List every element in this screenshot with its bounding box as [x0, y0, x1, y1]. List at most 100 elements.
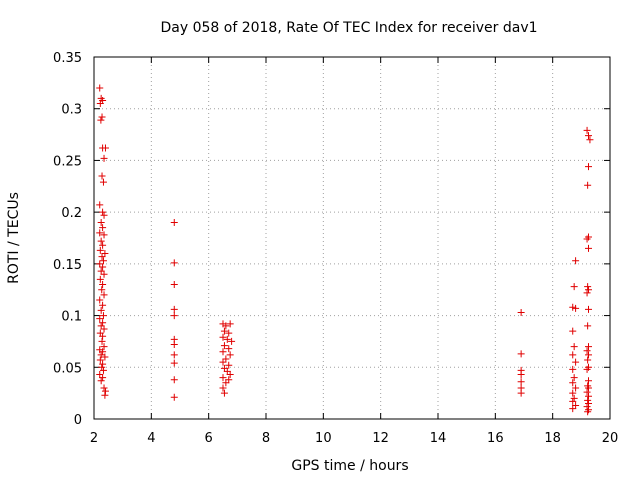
- data-point: [585, 132, 592, 140]
- data-point: [99, 301, 107, 309]
- data-point: [572, 358, 580, 366]
- data-point: [97, 218, 105, 226]
- data-point: [222, 379, 230, 387]
- y-tick-label: 0.2: [61, 206, 82, 221]
- data-point: [96, 246, 104, 254]
- x-tick-label: 10: [315, 431, 332, 446]
- data-point: [585, 163, 592, 171]
- data-point: [569, 327, 577, 335]
- data-point: [572, 257, 580, 265]
- data-point: [220, 364, 228, 372]
- y-tick-label: 0: [74, 413, 82, 428]
- data-point: [101, 391, 109, 399]
- data-point: [585, 286, 592, 294]
- data-point: [586, 136, 594, 144]
- data-point: [585, 305, 592, 313]
- data-point: [220, 342, 228, 350]
- data-point: [219, 358, 227, 366]
- data-point: [225, 345, 233, 353]
- data-point: [225, 361, 233, 369]
- data-point: [98, 337, 106, 345]
- data-point: [96, 84, 104, 92]
- data-point: [170, 305, 178, 313]
- data-point: [170, 312, 178, 320]
- y-tick-label: 0.05: [53, 361, 82, 376]
- data-point: [569, 379, 577, 387]
- data-point: [219, 333, 227, 341]
- x-tick-label: 4: [147, 431, 155, 446]
- data-point: [101, 144, 109, 152]
- data-point: [569, 397, 577, 405]
- data-point: [99, 366, 107, 374]
- data-point: [100, 384, 108, 392]
- x-tick-label: 2: [90, 431, 98, 446]
- data-point: [170, 259, 178, 267]
- data-point: [97, 116, 105, 124]
- data-point: [219, 348, 227, 356]
- data-point: [99, 312, 107, 320]
- data-point: [100, 325, 108, 333]
- data-point: [96, 100, 104, 108]
- data-point: [97, 306, 105, 314]
- x-tick-labels: 2 4 6 8 10 12 14 16 18 20: [90, 431, 618, 446]
- data-point: [584, 322, 592, 330]
- data-point: [569, 303, 577, 311]
- data-point: [170, 218, 178, 226]
- data-point: [569, 365, 577, 373]
- data-point: [583, 289, 591, 297]
- data-point: [170, 341, 178, 349]
- data-point: [170, 393, 178, 401]
- data-point: [99, 224, 107, 232]
- data-point: [97, 267, 105, 275]
- data-point: [223, 335, 231, 343]
- y-tick-label: 0.3: [61, 103, 82, 118]
- data-point: [96, 371, 104, 379]
- data-point: [570, 343, 578, 351]
- data-point: [572, 304, 580, 312]
- data-point: [99, 257, 107, 265]
- x-tick-label: 18: [544, 431, 561, 446]
- y-tick-label: 0.25: [53, 154, 82, 169]
- data-point: [99, 208, 107, 216]
- data-point: [219, 384, 227, 392]
- data-point: [570, 374, 578, 382]
- y-tick-label: 0.1: [61, 310, 82, 325]
- data-point: [226, 371, 234, 379]
- data-point: [585, 343, 592, 351]
- data-point: [100, 270, 108, 278]
- data-point: [96, 260, 104, 268]
- data-point: [96, 315, 104, 323]
- data-point: [226, 351, 234, 359]
- data-point: [170, 376, 178, 384]
- data-point: [584, 408, 592, 416]
- x-tick-label: 12: [372, 431, 389, 446]
- data-point: [583, 388, 591, 396]
- chart-title: Day 058 of 2018, Rate Of TEC Index for r…: [160, 20, 537, 36]
- data-point: [98, 172, 106, 180]
- data-point: [99, 319, 107, 327]
- data-points: [96, 84, 594, 416]
- data-point: [99, 281, 107, 289]
- data-point: [100, 211, 108, 219]
- y-tick-label: 0.35: [53, 51, 82, 66]
- data-point: [517, 350, 525, 358]
- y-tick-labels: 0 0.05 0.1 0.15 0.2 0.25 0.3 0.35: [53, 51, 82, 428]
- data-point: [517, 308, 525, 316]
- data-point: [101, 353, 109, 361]
- data-point: [517, 389, 525, 397]
- data-point: [100, 154, 108, 162]
- data-point: [96, 356, 104, 364]
- data-point: [98, 253, 106, 261]
- data-point: [220, 389, 228, 397]
- data-point: [219, 374, 227, 382]
- data-point: [99, 332, 107, 340]
- data-point: [96, 275, 104, 283]
- data-point: [226, 320, 234, 328]
- data-point: [585, 384, 592, 392]
- data-point: [570, 283, 578, 291]
- data-point: [225, 376, 233, 384]
- data-point: [97, 351, 105, 359]
- data-point: [222, 355, 230, 363]
- data-point: [100, 231, 108, 239]
- data-point: [99, 263, 107, 271]
